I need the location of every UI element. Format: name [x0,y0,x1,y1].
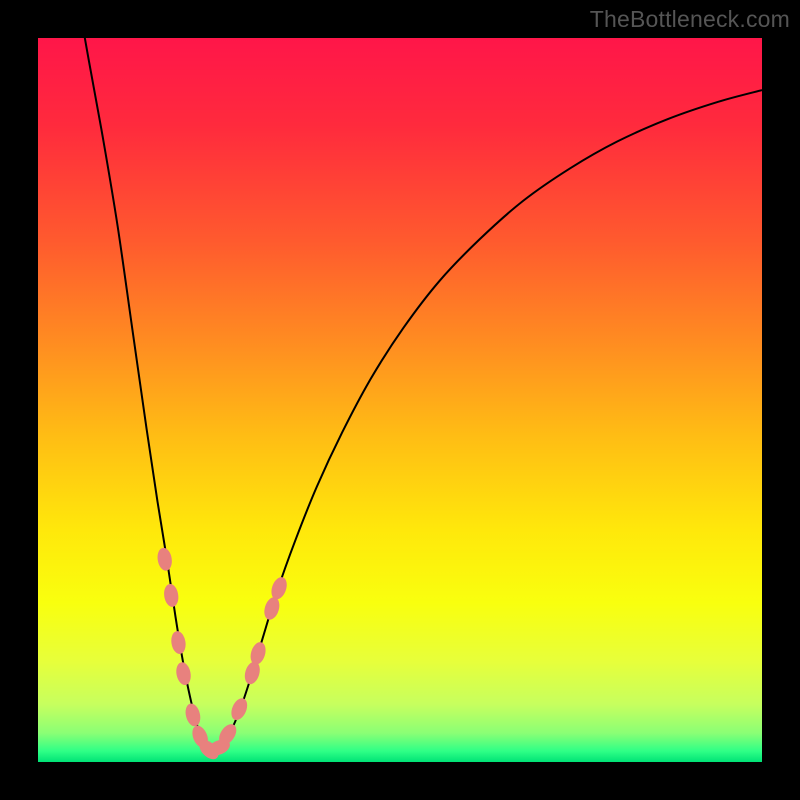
watermark-text: TheBottleneck.com [590,6,790,33]
chart-root: TheBottleneck.com [0,0,800,800]
chart-gradient-background [38,38,762,762]
bottleneck-chart [0,0,800,800]
